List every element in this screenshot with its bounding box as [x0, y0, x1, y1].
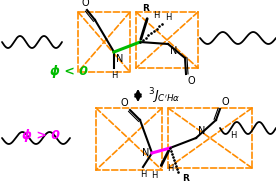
Text: O: O: [120, 98, 128, 108]
Text: H: H: [153, 11, 159, 20]
Text: O: O: [188, 76, 196, 86]
Text: O: O: [81, 0, 89, 8]
Text: H: H: [165, 13, 171, 22]
Text: $^3J_{C'H\alpha}$: $^3J_{C'H\alpha}$: [148, 86, 181, 106]
Text: N: N: [142, 148, 149, 158]
Text: ϕ < 0: ϕ < 0: [50, 66, 88, 78]
Text: H: H: [152, 171, 158, 180]
Text: N: N: [116, 54, 123, 64]
Text: ϕ > 0: ϕ > 0: [22, 129, 60, 142]
Text: R: R: [182, 174, 189, 183]
Text: H: H: [140, 170, 146, 179]
Text: H: H: [111, 71, 117, 80]
Text: R: R: [143, 4, 149, 13]
Text: N: N: [170, 46, 177, 56]
Text: H: H: [167, 164, 173, 173]
Text: N: N: [198, 126, 205, 136]
Text: O: O: [222, 97, 230, 107]
Text: H: H: [230, 132, 236, 140]
